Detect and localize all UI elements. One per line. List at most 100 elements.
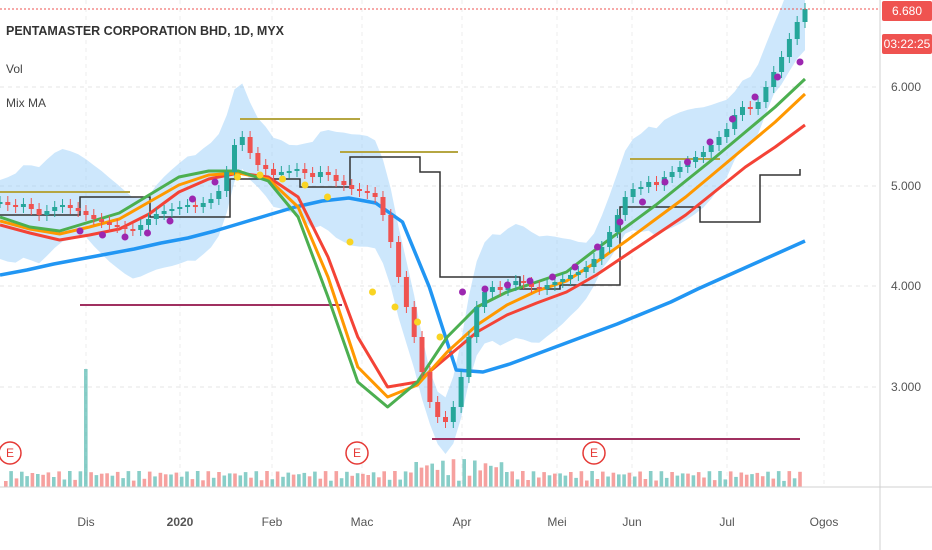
volume-bar [323,471,328,487]
volume-bar [425,465,429,487]
volume-bar [659,471,664,487]
candle-body [224,172,230,191]
volume-bar [494,467,498,487]
candle-body [521,281,527,283]
candle-body [732,115,738,129]
volume-bar [339,478,344,487]
candle-body [20,204,26,207]
volume-bar [318,478,323,487]
psar-dot [504,281,511,289]
candle-body [83,211,89,215]
volume-bar [403,471,408,487]
y-tick-label: 3.000 [891,380,921,394]
volume-bar [211,477,216,487]
volume-bar [190,479,195,487]
volume-bar [547,475,552,487]
moving-averages [0,77,807,409]
candle-body [458,377,464,407]
volume-bar [355,473,360,487]
time-axis[interactable]: Dis 2020 Feb Mac Apr Mei Jun Jul Ogos [77,515,838,529]
candle-body [28,204,34,209]
candle-body [630,189,636,197]
volume-bar [291,474,296,487]
volume-bar [776,471,781,487]
candle-body [794,22,800,39]
candle-body [200,203,206,207]
y-tick-label: 6.000 [891,80,921,94]
volume-bar [78,471,83,487]
candle-body [364,191,370,193]
volume-bar [505,472,509,487]
volume-bar [9,471,13,487]
x-tick-label: Ogos [810,515,839,529]
earnings-marker-icon [345,441,369,465]
volume-bar [393,471,397,487]
earnings-marker-icon [582,441,606,465]
volume-bar [467,475,472,487]
volume-bar [62,479,67,487]
volume-bar [222,475,227,487]
candle-body [654,182,659,185]
psar-dot [346,238,354,246]
volume-indicator-label[interactable]: Vol [6,62,23,76]
candle-body [333,175,339,181]
candle-body [302,169,308,173]
volume-bar [163,474,168,487]
candle-body [693,157,699,162]
volume-bar [286,472,291,487]
candle-body [75,208,81,211]
candle-body [513,281,519,285]
candle-body [130,229,136,231]
psar-dot [639,198,646,206]
chart-title: PENTAMASTER CORPORATION BHD, 1D, MYX [6,24,285,38]
psar-dot [76,227,84,235]
candle-body [146,219,151,225]
volume-bar [643,479,648,487]
candle-body [263,165,269,169]
candle-body [575,272,581,275]
volume-bar [462,459,466,487]
candle-body [67,205,73,208]
volume-bar [430,463,434,487]
y-tick-label: 4.000 [891,279,921,293]
x-tick-label: Dis [77,515,94,529]
candle-body [755,102,761,109]
candle-body [349,185,355,189]
volume-bar [30,473,35,487]
candle-body [208,199,214,203]
earnings-marker-label: E [353,446,361,460]
candle-body [13,205,19,207]
volume-bar [25,476,29,487]
volume-bar [686,473,690,487]
volume-bar [36,474,40,487]
volume-bar [195,471,200,487]
volume-bar [590,471,594,487]
volume-bar [265,471,269,487]
candle-body [466,337,472,377]
volume-bar [377,477,381,487]
candle-body [622,197,628,215]
volume-bars [4,369,802,487]
volume-bar [451,459,456,487]
candle-body [60,205,65,207]
candle-body [474,307,480,337]
volume-bar [670,472,674,487]
volume-bar [20,471,24,487]
price-axis[interactable]: 6.000 5.000 4.000 3.000 [891,80,921,394]
candle-body [325,172,331,175]
volume-bar [121,478,125,487]
earnings-marker-label: E [590,446,598,460]
volume-bar [441,460,445,487]
price-channel [0,156,801,290]
volume-bar [760,476,765,487]
volume-bar [632,476,637,487]
volume-bar [744,474,749,487]
ma_blue-line [0,196,806,374]
volume-bar [515,479,520,487]
psar-dot [436,333,444,341]
volume-bar [350,475,354,487]
mix-ma-indicator-label[interactable]: Mix MA [6,96,46,110]
psar-dot [279,175,286,183]
